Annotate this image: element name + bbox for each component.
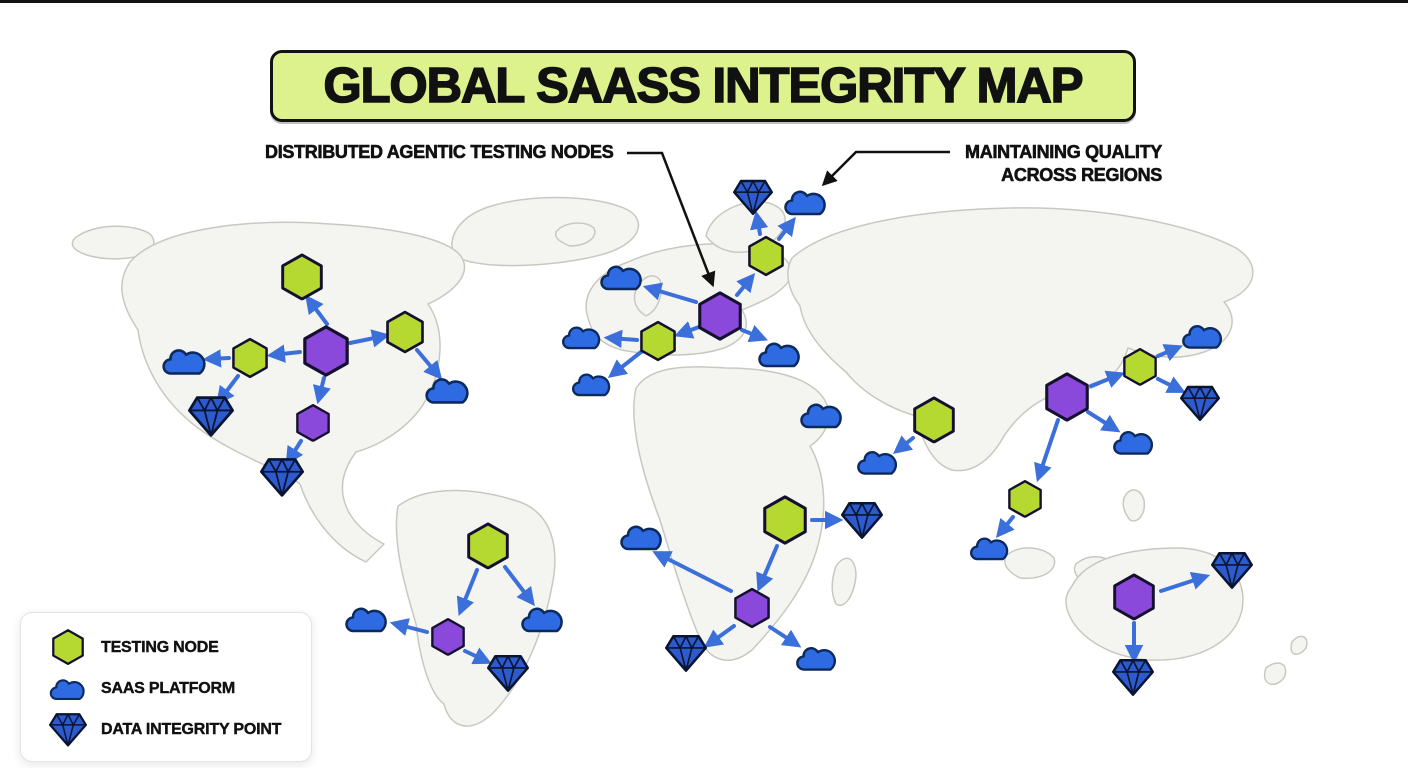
page-title: GLOBAL SAASS INTEGRITY MAP	[323, 58, 1085, 114]
connection-arrow	[415, 348, 443, 380]
testing-node-icon	[748, 235, 784, 277]
saas-platform-icon	[781, 186, 831, 219]
agent-hub-icon	[303, 325, 349, 377]
testing-node-icon	[763, 495, 807, 545]
connection-arrow	[1159, 571, 1211, 593]
saas-platform-icon	[597, 261, 647, 294]
saas-platform-icon	[518, 603, 568, 636]
title-banner: GLOBAL SAASS INTEGRITY MAP	[270, 50, 1136, 122]
testing-node-icon	[45, 629, 91, 666]
connection-arrow	[348, 329, 391, 348]
connection-arrow	[202, 349, 231, 368]
annotation-connector	[627, 151, 716, 288]
saas-platform-icon	[559, 322, 605, 352]
data-integrity-icon	[45, 712, 91, 747]
connection-arrow	[1156, 344, 1183, 362]
testing-node-icon	[386, 310, 424, 354]
testing-node-icon	[467, 522, 509, 570]
connection-arrow	[652, 551, 733, 593]
connection-arrow	[456, 568, 479, 616]
agent-hub-icon	[431, 617, 465, 657]
testing-node-icon	[913, 396, 955, 444]
data-integrity-icon	[1112, 658, 1154, 697]
legend-item-testing-node: TESTING NODE	[45, 627, 311, 668]
testing-node-icon	[281, 253, 323, 301]
legend: TESTING NODE SAAS PLATFORM DATA INTEGRIT…	[20, 612, 312, 762]
connection-arrow	[607, 350, 643, 378]
connection-arrow	[1034, 418, 1060, 483]
saas-platform-icon	[569, 369, 615, 399]
saas-platform-icon	[755, 338, 805, 371]
connection-arrow	[1086, 410, 1121, 433]
legend-item-saas-platform: SAAS PLATFORM	[45, 668, 311, 709]
connection-arrow	[673, 321, 701, 339]
connection-arrow	[285, 439, 304, 466]
connection-arrow	[750, 210, 769, 236]
agent-hub-icon	[1113, 573, 1155, 621]
data-integrity-icon	[1180, 385, 1220, 422]
connection-arrow	[1089, 370, 1125, 388]
legend-label: TESTING NODE	[101, 638, 219, 656]
connection-arrow	[463, 647, 492, 665]
saas-platform-icon	[967, 533, 1013, 563]
testing-node-icon	[232, 337, 268, 379]
saas-platform-icon	[797, 399, 847, 432]
connection-arrow	[995, 515, 1015, 538]
saas-platform-icon	[1110, 426, 1158, 458]
connection-arrow	[740, 325, 768, 343]
connection-arrow	[756, 544, 779, 592]
legend-label: DATA INTEGRITY POINT	[101, 720, 282, 738]
annotation-maintaining-quality: MAINTAINING QUALITY ACROSS REGIONS	[965, 141, 1163, 187]
connection-arrow	[642, 282, 698, 304]
saas-platform-icon	[342, 603, 392, 636]
connection-arrow	[735, 273, 756, 297]
connection-arrow	[768, 625, 802, 648]
agent-hub-icon	[1045, 372, 1089, 422]
agent-hub-icon	[296, 403, 330, 443]
connection-arrow	[216, 374, 240, 406]
saas-platform-icon	[1179, 320, 1227, 352]
legend-label: SAAS PLATFORM	[101, 679, 236, 697]
connection-arrow	[305, 294, 329, 326]
connection-arrow	[503, 565, 535, 607]
annotation-line-1: MAINTAINING QUALITY	[965, 142, 1163, 163]
annotation-distributed-nodes: DISTRIBUTED AGENTIC TESTING NODES	[265, 142, 614, 163]
connection-arrow	[312, 376, 331, 405]
connection-arrow	[389, 618, 429, 636]
data-integrity-icon	[665, 634, 707, 673]
testing-node-icon	[640, 320, 676, 362]
connection-arrow	[266, 344, 302, 363]
agent-hub-icon	[698, 291, 742, 341]
testing-node-icon	[1123, 347, 1157, 387]
agent-hub-icon	[734, 587, 770, 629]
connection-arrow	[603, 329, 639, 349]
saas-platform-icon	[854, 446, 902, 478]
connection-arrow	[892, 435, 915, 455]
saas-platform-icon	[45, 675, 91, 703]
saas-platform-icon	[793, 642, 841, 674]
connection-arrow	[777, 216, 796, 241]
legend-item-data-integrity: DATA INTEGRITY POINT	[45, 709, 311, 750]
data-integrity-icon	[487, 654, 529, 693]
data-integrity-icon	[733, 179, 773, 216]
connection-arrow	[703, 624, 736, 648]
saas-platform-icon	[159, 344, 211, 378]
data-integrity-icon	[1211, 551, 1253, 590]
testing-node-icon	[1008, 479, 1042, 519]
annotation-connector	[821, 150, 950, 187]
data-integrity-icon	[260, 457, 304, 497]
connection-arrow	[1156, 376, 1186, 393]
data-integrity-icon	[841, 501, 883, 540]
saas-platform-icon	[617, 521, 667, 554]
data-integrity-icon	[188, 395, 234, 437]
saas-platform-icon	[422, 373, 474, 407]
annotation-line-2: ACROSS REGIONS	[1001, 165, 1163, 186]
top-border-line	[0, 0, 1408, 3]
